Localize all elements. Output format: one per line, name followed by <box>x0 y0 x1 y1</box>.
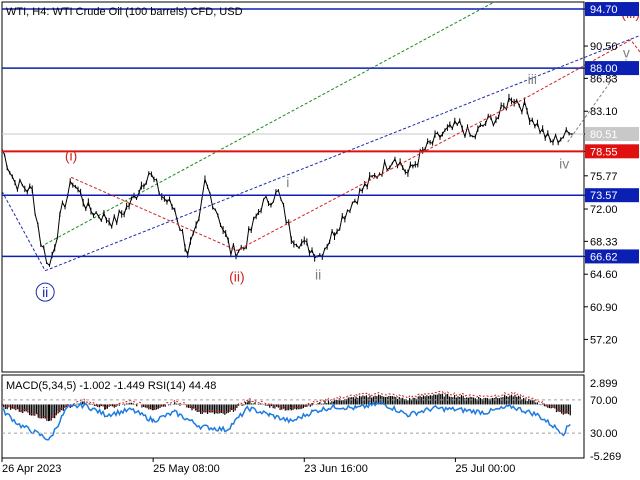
wave-circle <box>35 282 55 302</box>
level-tags: 94.70 88.00 78.55 73.57 66.62 80.51 <box>585 2 639 264</box>
level-tag-label: 78.55 <box>590 146 618 158</box>
time-tick-label: 23 Jun 16:00 <box>304 463 368 475</box>
wave-label: iii <box>528 71 537 87</box>
wave-label: (i) <box>65 148 77 164</box>
level-tag-box <box>585 249 639 264</box>
indicator-tick-label: -5.269 <box>590 451 621 463</box>
time-tick-label: 25 May 08:00 <box>153 463 220 475</box>
time-axis: 26 Apr 2023 25 May 08:00 23 Jun 16:00 25 Ju… <box>1 458 515 475</box>
time-tick-label: 25 Jul 00:00 <box>455 463 515 475</box>
price-tick-label: 83.10 <box>590 106 618 118</box>
indicator-tick-label: 70.00 <box>590 395 618 407</box>
wave-label: (ii) <box>229 268 245 284</box>
level-tag-box <box>585 188 639 203</box>
level-tag-label: 80.51 <box>590 129 618 141</box>
price-tick-label: 60.90 <box>590 302 618 314</box>
wave-label: i <box>286 174 289 190</box>
price-line <box>1 96 573 267</box>
level-tag-box <box>585 144 639 159</box>
price-tick-label: 86.83 <box>590 73 618 85</box>
wave-label: ii <box>315 267 321 283</box>
wave-label: v <box>623 45 630 61</box>
indicator-panel: 2.899 70.00 30.00 -5.269 <box>1 378 621 463</box>
channel-lines <box>1 1 640 272</box>
level-tag-label: 94.70 <box>590 4 618 16</box>
price-tick-label: 75.77 <box>590 171 618 183</box>
blue-channel-lower <box>44 34 640 272</box>
wave-label: iv <box>559 156 569 172</box>
indicator-header: MACD(5,34,5) -1.002 -1.449 RSI(14) 44.48 <box>6 380 216 392</box>
level-tag-label: 88.00 <box>590 63 618 75</box>
time-tick-label: 26 Apr 2023 <box>2 463 61 475</box>
price-axis: 94.70 90.50 88.0086.83 83.10 80.51 78.55 75.77… <box>584 4 618 346</box>
chart-header-title: WTI, H4: WTI Crude Oil (100 barrels) CFD… <box>6 6 243 18</box>
horizontal-levels <box>2 8 584 258</box>
indicator-plot-frame <box>1 374 585 459</box>
blue-channel-upper-2 <box>1 191 46 271</box>
price-tick-label: 72.00 <box>590 204 618 216</box>
rsi-line <box>1 401 571 441</box>
wave-label: ii <box>42 284 48 300</box>
price-tick-label: 64.60 <box>590 269 618 281</box>
macd-signal-line <box>1 390 571 420</box>
price-tick-label: 90.50 <box>590 41 618 53</box>
level-tag-label: 66.62 <box>590 251 618 263</box>
main-plot-frame <box>1 1 585 373</box>
indicator-tick-label: 2.899 <box>590 378 618 390</box>
forecast-paths <box>70 39 640 251</box>
price-tick-label: 57.20 <box>590 334 618 346</box>
level-tag-box <box>585 127 639 142</box>
grey-wave-path <box>567 58 627 143</box>
level-tag-box <box>585 2 639 17</box>
indicator-tick-label: 30.00 <box>590 428 618 440</box>
price-tick-label: 68.33 <box>590 236 618 248</box>
green-channel <box>44 1 495 245</box>
red-wave-path <box>70 39 640 251</box>
level-tag-box <box>585 61 639 76</box>
level-tag-label: 73.57 <box>590 190 618 202</box>
price-series <box>1 93 573 267</box>
